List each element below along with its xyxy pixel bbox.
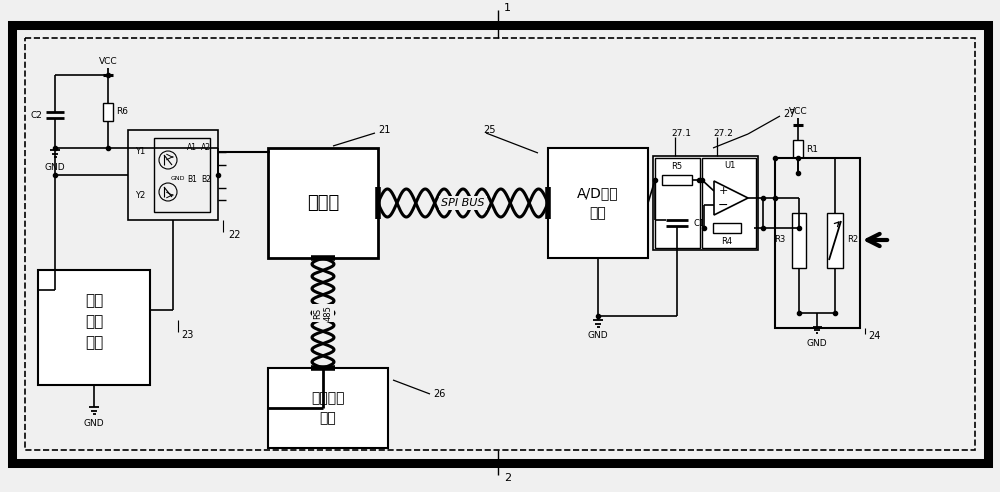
- Bar: [12, 25, 988, 463]
- Text: 网络传输
单元: 网络传输 单元: [311, 391, 345, 425]
- Text: 光纤
发射
单元: 光纤 发射 单元: [85, 294, 103, 350]
- Polygon shape: [714, 181, 748, 215]
- Text: A/D转换
单元: A/D转换 单元: [577, 186, 619, 220]
- Bar: [653, 156, 758, 250]
- Text: +: +: [718, 186, 728, 196]
- Bar: [154, 138, 210, 212]
- Text: R6: R6: [116, 107, 128, 116]
- Text: GND: GND: [171, 176, 185, 181]
- Bar: [268, 148, 378, 258]
- Text: R5: R5: [671, 162, 683, 171]
- Text: Y2: Y2: [135, 190, 145, 199]
- Bar: [793, 140, 803, 158]
- Text: GND: GND: [807, 338, 827, 347]
- Bar: [655, 158, 700, 248]
- Circle shape: [159, 183, 177, 201]
- Bar: [775, 158, 860, 328]
- Text: 24: 24: [868, 331, 880, 341]
- Bar: [792, 213, 806, 268]
- Text: R3: R3: [774, 236, 785, 245]
- Text: B2: B2: [201, 176, 211, 184]
- Text: A1: A1: [187, 144, 197, 153]
- Bar: [268, 368, 388, 448]
- Text: 27.2: 27.2: [713, 129, 733, 139]
- Bar: [103, 102, 113, 121]
- Text: R1: R1: [806, 145, 818, 154]
- Bar: [128, 130, 218, 220]
- Text: 2: 2: [504, 473, 511, 483]
- Bar: [25, 38, 975, 450]
- Bar: [38, 270, 150, 385]
- Text: SPI BUS: SPI BUS: [441, 198, 485, 208]
- Text: 26: 26: [433, 389, 445, 399]
- Text: C2: C2: [30, 111, 42, 120]
- Text: GND: GND: [45, 163, 65, 173]
- Text: 处理器: 处理器: [307, 194, 339, 212]
- Bar: [702, 158, 756, 248]
- Text: GND: GND: [588, 332, 608, 340]
- Bar: [827, 213, 843, 268]
- Text: B1: B1: [187, 176, 197, 184]
- Text: GND: GND: [84, 420, 104, 429]
- Text: RS
485: RS 485: [313, 305, 333, 321]
- Circle shape: [159, 151, 177, 169]
- Text: 27.1: 27.1: [671, 129, 691, 139]
- Text: 1: 1: [504, 3, 511, 13]
- Text: 25: 25: [483, 125, 496, 135]
- Bar: [662, 175, 692, 185]
- Text: R4: R4: [721, 237, 733, 246]
- Text: VCC: VCC: [99, 58, 117, 66]
- Text: A2: A2: [201, 144, 211, 153]
- Text: C1: C1: [693, 218, 704, 227]
- Text: −: −: [718, 198, 728, 212]
- Bar: [713, 223, 741, 233]
- Text: R2: R2: [847, 236, 858, 245]
- Text: 23: 23: [181, 330, 193, 340]
- Text: 22: 22: [228, 230, 240, 240]
- Text: VCC: VCC: [789, 106, 807, 116]
- Bar: [548, 148, 648, 258]
- Text: U1: U1: [724, 161, 736, 171]
- Text: 27: 27: [783, 109, 796, 119]
- Text: 21: 21: [378, 125, 390, 135]
- Text: Y1: Y1: [135, 148, 145, 156]
